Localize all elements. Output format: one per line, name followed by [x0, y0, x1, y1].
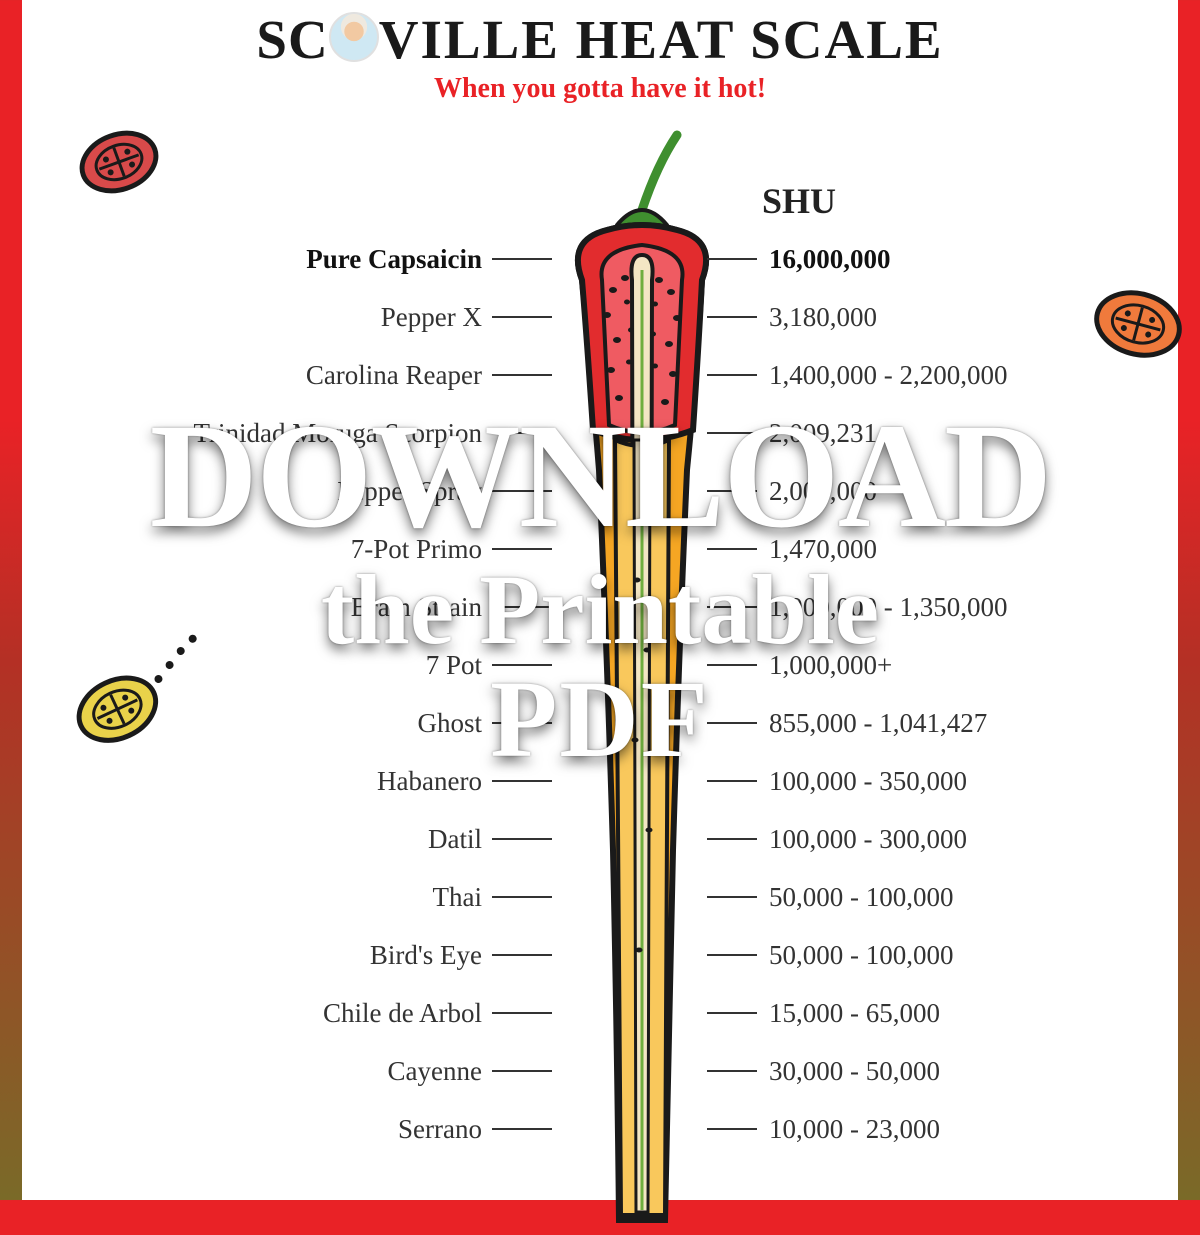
heat-row: Pepper X3,180,000 [22, 288, 1178, 346]
main-title: SC VILLE HEAT SCALE [22, 0, 1178, 71]
pepper-slice-icon [70, 650, 230, 738]
leader-line [492, 548, 552, 550]
author-avatar-icon [329, 12, 379, 62]
shu-value: 15,000 - 65,000 [769, 998, 1178, 1029]
leader-line [707, 1128, 757, 1130]
leader-line [492, 954, 552, 956]
pepper-name: Carolina Reaper [22, 360, 492, 391]
shu-column-header: SHU [762, 180, 836, 222]
leader-line [707, 606, 757, 608]
leader-line [707, 722, 757, 724]
shu-value: 855,000 - 1,041,427 [769, 708, 1178, 739]
heat-row: Carolina Reaper1,400,000 - 2,200,000 [22, 346, 1178, 404]
heat-row: Pepper Spray 2,000,000 [22, 462, 1178, 520]
pepper-name: Pepper X [22, 302, 492, 333]
heat-row: Trinidad Moruga Scorpion 2,009,231 [22, 404, 1178, 462]
leader-line [492, 490, 552, 492]
leader-line [707, 896, 757, 898]
leader-line [492, 780, 552, 782]
heat-row: Habanero 100,000 - 350,000 [22, 752, 1178, 810]
infographic-page: SC VILLE HEAT SCALE When you gotta have i… [22, 0, 1178, 1200]
leader-line [492, 1128, 552, 1130]
leader-line [492, 316, 552, 318]
shu-value: 10,000 - 23,000 [769, 1114, 1178, 1145]
heat-row: Serrano 10,000 - 23,000 [22, 1100, 1178, 1158]
shu-value: 1,000,000 - 1,350,000 [769, 592, 1178, 623]
shu-value: 50,000 - 100,000 [769, 940, 1178, 971]
leader-line [707, 258, 757, 260]
leader-line [492, 1070, 552, 1072]
title-pre: SC [256, 9, 328, 70]
leader-line [707, 490, 757, 492]
pepper-name: Pure Capsaicin [22, 244, 492, 275]
heat-row: Bird's Eye 50,000 - 100,000 [22, 926, 1178, 984]
leader-line [707, 664, 757, 666]
leader-line [492, 606, 552, 608]
leader-line [707, 548, 757, 550]
pepper-name: Brain Strain [22, 592, 492, 623]
leader-line [492, 1012, 552, 1014]
shu-value: 1,000,000+ [769, 650, 1178, 681]
heat-row: Datil 100,000 - 300,000 [22, 810, 1178, 868]
heat-row: Thai 50,000 - 100,000 [22, 868, 1178, 926]
leader-line [707, 1012, 757, 1014]
pepper-name: Cayenne [22, 1056, 492, 1087]
pepper-name: 7-Pot Primo [22, 534, 492, 565]
leader-line [707, 1070, 757, 1072]
pepper-name: Habanero [22, 766, 492, 797]
leader-line [492, 432, 552, 434]
leader-line [707, 432, 757, 434]
title-post: VILLE HEAT SCALE [379, 9, 944, 70]
leader-line [707, 954, 757, 956]
leader-line [492, 896, 552, 898]
pepper-name: Serrano [22, 1114, 492, 1145]
pepper-name: Pepper Spray [22, 476, 492, 507]
shu-value: 100,000 - 350,000 [769, 766, 1178, 797]
pepper-name: Bird's Eye [22, 940, 492, 971]
heat-row: Pure Capsaicin16,000,000 [22, 230, 1178, 288]
leader-line [707, 374, 757, 376]
heat-row: Chile de Arbol 15,000 - 65,000 [22, 984, 1178, 1042]
pepper-slice-icon [77, 120, 161, 204]
shu-value: 2,000,000 [769, 476, 1178, 507]
shu-value: 30,000 - 50,000 [769, 1056, 1178, 1087]
subtitle: When you gotta have it hot! [22, 73, 1178, 105]
leader-line [492, 664, 552, 666]
leader-line [707, 780, 757, 782]
pepper-name: Datil [22, 824, 492, 855]
leader-line [492, 258, 552, 260]
leader-line [492, 722, 552, 724]
shu-value: 2,009,231 [769, 418, 1178, 449]
shu-value: 50,000 - 100,000 [769, 882, 1178, 913]
leader-line [492, 838, 552, 840]
pepper-name: Thai [22, 882, 492, 913]
shu-value: 100,000 - 300,000 [769, 824, 1178, 855]
pepper-slice-icon [1092, 278, 1184, 370]
leader-line [707, 316, 757, 318]
shu-value: 1,470,000 [769, 534, 1178, 565]
leader-line [492, 374, 552, 376]
heat-row: Cayenne 30,000 - 50,000 [22, 1042, 1178, 1100]
pepper-name: Trinidad Moruga Scorpion [22, 418, 492, 449]
pepper-name: Chile de Arbol [22, 998, 492, 1029]
heat-row: 7-Pot Primo 1,470,000 [22, 520, 1178, 578]
leader-line [707, 838, 757, 840]
